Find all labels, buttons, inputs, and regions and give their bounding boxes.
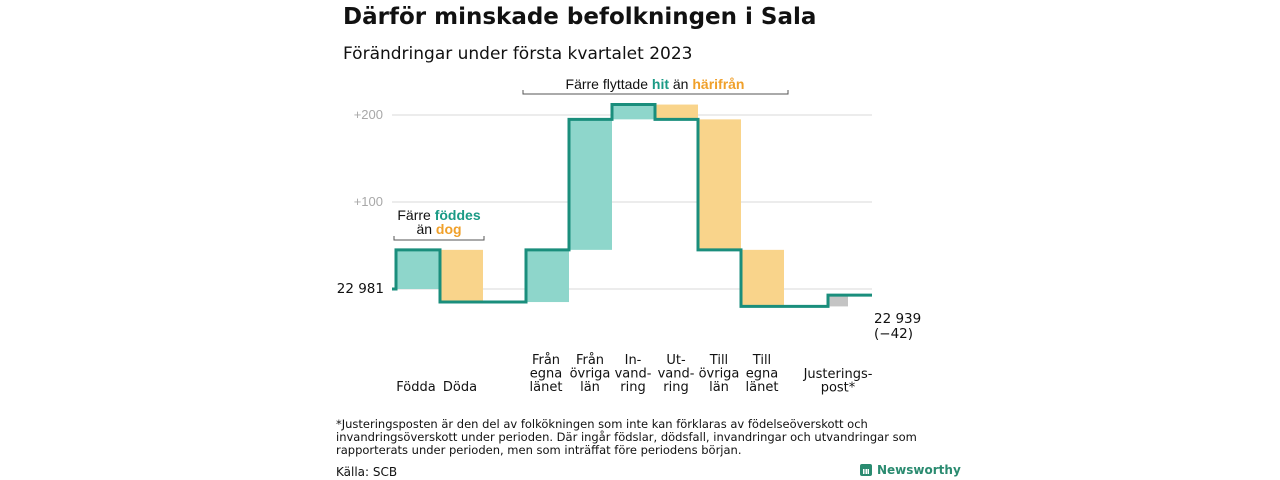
step-line — [392, 103, 872, 308]
end-value-label: 22 939 — [874, 311, 921, 327]
chart-subtitle: Förändringar under första kvartalet 2023 — [343, 44, 693, 64]
category-label: Till — [709, 353, 728, 368]
category-label: egna — [746, 367, 778, 382]
bar-decrease — [741, 249, 784, 307]
migration-bracket — [522, 90, 789, 95]
category-label: länet — [746, 380, 779, 395]
category-label: län — [709, 380, 729, 395]
category-label: övriga — [699, 367, 740, 382]
category-label: ring — [620, 380, 645, 395]
bar-decrease — [440, 249, 483, 303]
source-note: Källa: SCB — [336, 465, 398, 479]
y-tick-label: +200 — [354, 107, 383, 122]
category-label: vand- — [615, 367, 652, 382]
migration-annotation: Färre flyttade hit än härifrån — [566, 76, 745, 92]
brand-logo: Newsworthy — [860, 463, 961, 477]
bar-increase — [526, 249, 569, 303]
category-label: länet — [530, 380, 563, 395]
y-tick-label: +100 — [354, 194, 383, 209]
category-label: Justerings- — [803, 367, 873, 382]
category-label: län — [580, 380, 600, 395]
category-label: Från — [532, 353, 560, 368]
category-label: övriga — [570, 367, 611, 382]
bar-increase — [396, 249, 439, 289]
bar-increase — [569, 119, 612, 250]
footnote: *Justeringsposten är den del av folkökni… — [336, 417, 917, 457]
end-change-label: (−42) — [874, 326, 913, 342]
bar-adjustment — [828, 295, 848, 307]
births-annotation-line1: Färre föddes — [397, 207, 480, 223]
bar-decrease — [698, 119, 741, 250]
category-label: In- — [625, 353, 642, 368]
bar-increase — [612, 104, 655, 120]
bar-decrease — [655, 104, 698, 120]
chart-title: Därför minskade befolkningen i Sala — [343, 4, 817, 30]
brand-name: Newsworthy — [877, 463, 961, 477]
category-label: Från — [576, 353, 604, 368]
bar-chart-icon — [860, 464, 872, 476]
births-bracket — [393, 236, 485, 241]
category-label: Födda — [396, 380, 435, 395]
category-label: Döda — [443, 380, 477, 395]
category-label: Till — [752, 353, 771, 368]
category-label: post* — [821, 381, 856, 396]
births-annotation-line2: än dog — [416, 221, 461, 237]
category-label: Ut- — [666, 353, 686, 368]
category-label: egna — [530, 367, 562, 382]
start-value-label: 22 981 — [337, 281, 384, 297]
category-label: vand- — [658, 367, 695, 382]
category-label: ring — [663, 380, 688, 395]
